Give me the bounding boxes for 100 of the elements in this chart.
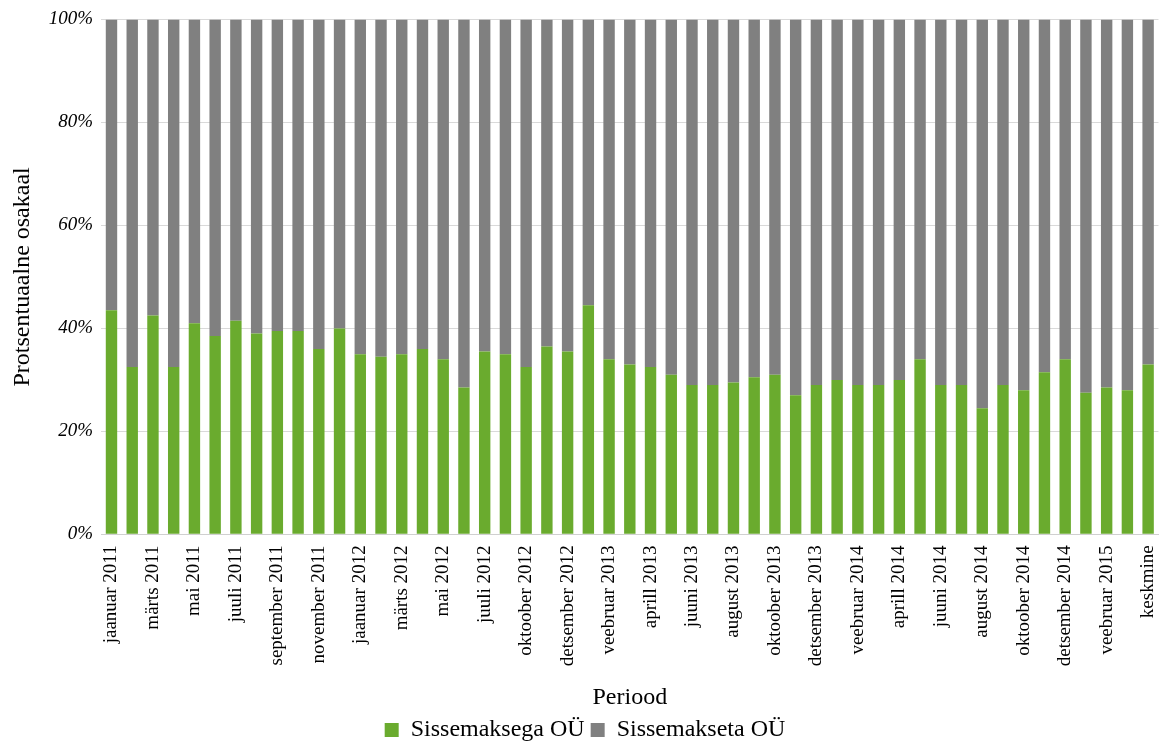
bar (354, 19, 366, 355)
x-tick-label: oktoober 2014 (1011, 544, 1033, 656)
x-tick-label: märts 2011 (140, 545, 162, 630)
bar (997, 385, 1009, 534)
bar (1080, 19, 1092, 393)
bar (333, 19, 346, 329)
bar (478, 351, 491, 534)
bar (976, 408, 988, 534)
y-tick-label: 20% (58, 419, 94, 441)
bar (582, 19, 595, 306)
legend-label: Sissemakseta OÜ (616, 715, 786, 742)
bar (935, 19, 947, 386)
y-axis-title: Protsentuaalne osakaal (7, 166, 34, 387)
bar (935, 385, 947, 534)
x-tick-label: oktoober 2012 (514, 545, 536, 656)
bar (188, 323, 201, 534)
bar (230, 320, 242, 534)
bar (167, 367, 180, 534)
bar (416, 19, 429, 349)
y-tick-label: 100% (48, 7, 94, 29)
x-tick-label: oktoober 2013 (762, 545, 784, 656)
bar (541, 346, 553, 534)
bar (686, 385, 698, 534)
bar (603, 19, 615, 360)
bar (644, 19, 657, 368)
bar (748, 19, 760, 378)
bar (478, 19, 491, 352)
bar (893, 19, 906, 380)
x-tick-label: detsember 2014 (1053, 544, 1075, 667)
bar (789, 19, 802, 396)
bar (665, 374, 677, 534)
bar (1038, 372, 1051, 534)
legend-label: Sissemaksega OÜ (410, 715, 585, 742)
bar (1059, 359, 1071, 534)
bar (209, 19, 221, 337)
x-axis-title: Periood (592, 682, 668, 709)
bar (271, 19, 284, 331)
bar (582, 305, 595, 534)
bar (458, 387, 470, 534)
x-tick-label: juuli 2011 (223, 545, 245, 624)
bar (520, 367, 532, 534)
x-tick-label: veebruar 2013 (597, 545, 619, 655)
x-tick-label: veebruar 2014 (845, 544, 867, 655)
bar (769, 374, 781, 534)
bar (1059, 19, 1071, 360)
x-tick-label: keskmine (1136, 545, 1158, 619)
bar (831, 379, 843, 534)
bar (561, 351, 574, 534)
bar (147, 315, 159, 534)
bar (230, 19, 242, 321)
bar (126, 19, 138, 368)
bar (396, 354, 408, 534)
bar (831, 19, 843, 380)
bar (250, 19, 263, 334)
bar (167, 19, 180, 368)
x-tick-label: mai 2012 (431, 545, 453, 617)
x-tick-label: juuni 2014 (928, 544, 950, 629)
bar (209, 336, 221, 534)
bar (644, 367, 657, 534)
x-tick-label: august 2013 (721, 545, 743, 638)
bar (707, 19, 719, 386)
bar (872, 385, 885, 534)
bar (1142, 364, 1154, 534)
bar (561, 19, 574, 352)
bar (147, 19, 159, 316)
bar (105, 310, 118, 534)
bar (292, 19, 304, 331)
bar (313, 348, 325, 534)
bar (1018, 390, 1030, 534)
bar (375, 356, 387, 534)
x-tick-label: juuli 2012 (472, 545, 494, 624)
bar (997, 19, 1009, 386)
x-tick-label: aprill 2014 (887, 544, 909, 629)
bar (313, 19, 325, 349)
x-tick-label: jaanuar 2012 (348, 545, 370, 646)
bar (665, 19, 677, 375)
bar (769, 19, 781, 375)
bar (1100, 19, 1113, 388)
x-tick-label: november 2011 (306, 545, 328, 664)
bar (520, 19, 532, 368)
y-tick-label: 80% (58, 110, 94, 132)
bar (1018, 19, 1030, 391)
bar (707, 385, 719, 534)
bar (292, 330, 304, 534)
bar (852, 385, 864, 534)
bar (872, 19, 885, 386)
x-tick-label: jaanuar 2011 (99, 545, 121, 645)
bar (624, 364, 636, 534)
y-tick-label: 0% (67, 522, 94, 544)
bar (727, 382, 740, 534)
x-tick-label: september 2011 (265, 545, 287, 666)
bar (852, 19, 864, 386)
bar (1121, 390, 1134, 534)
bar (976, 19, 988, 409)
bar (914, 19, 926, 360)
bar (354, 354, 366, 534)
bar (396, 19, 408, 355)
x-tick-label: juuni 2013 (679, 545, 701, 629)
x-tick-label: detsember 2012 (555, 545, 577, 667)
bar (789, 395, 802, 534)
